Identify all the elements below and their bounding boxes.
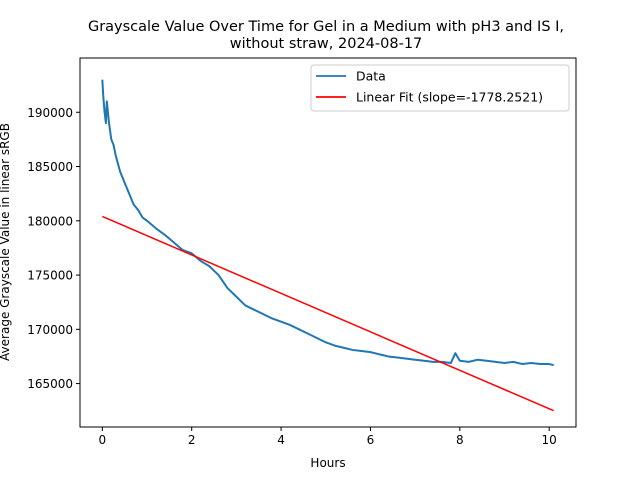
legend-box [310, 64, 570, 112]
plot-frame [79, 57, 577, 428]
chart-subtitle: without straw, 2024-08-17 [230, 36, 423, 52]
y-tick-label: 170000 [27, 323, 73, 337]
x-tick-label: 6 [367, 433, 375, 447]
legend-label-linear-fit: Linear Fit (slope=-1778.2521) [356, 90, 543, 105]
x-tick-label: 2 [188, 433, 196, 447]
series-line-data [101, 79, 554, 367]
legend: Data Linear Fit (slope=-1778.2521) [310, 64, 570, 112]
x-tick-label: 0 [99, 433, 107, 447]
y-axis-label: Average Grayscale Value in linear sRGB [0, 123, 12, 361]
y-tick-label: 180000 [27, 214, 73, 228]
x-axis-ticks: 0 2 4 6 8 10 [99, 427, 557, 447]
x-tick-label: 4 [277, 433, 285, 447]
y-axis-ticks: 165000 170000 175000 180000 185000 190000 [27, 106, 80, 391]
x-tick-label: 10 [542, 433, 557, 447]
y-tick-label: 190000 [27, 106, 73, 120]
chart-title: Grayscale Value Over Time for Gel in a M… [88, 19, 564, 35]
legend-label-data: Data [356, 69, 386, 84]
y-tick-label: 165000 [27, 377, 73, 391]
x-axis-label: Hours [310, 456, 345, 470]
series-line-linear-fit [102, 215, 554, 412]
y-tick-label: 175000 [27, 269, 73, 283]
plot-area [101, 79, 554, 412]
x-tick-label: 8 [456, 433, 464, 447]
y-tick-label: 185000 [27, 160, 73, 174]
